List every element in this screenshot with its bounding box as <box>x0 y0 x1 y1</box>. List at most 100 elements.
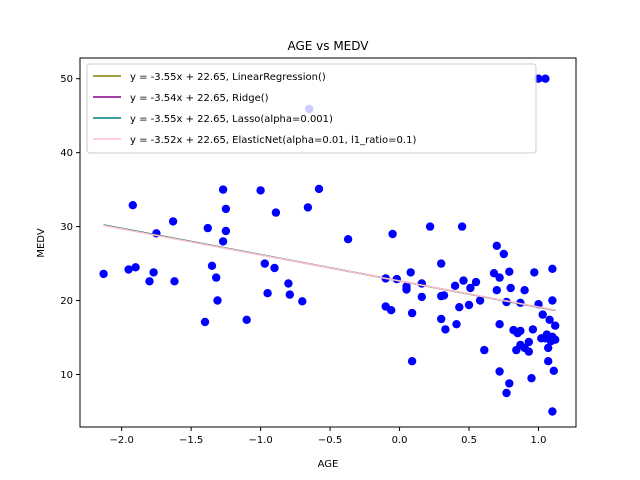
data-point-93 <box>545 315 554 324</box>
data-point-3 <box>128 201 137 210</box>
y-tick-label: 10 <box>60 370 73 381</box>
data-point-29 <box>314 184 324 194</box>
data-point-64 <box>495 273 504 282</box>
data-point-58 <box>480 345 489 355</box>
x-tick-label: −1.5 <box>179 435 203 446</box>
y-tick-label: 20 <box>60 296 73 307</box>
data-point-19 <box>256 186 265 195</box>
legend: y = -3.55x + 22.65, LinearRegression() y … <box>86 63 537 154</box>
data-point-53 <box>459 276 468 285</box>
chart-title: AGE vs MEDV <box>287 39 369 53</box>
data-point-101 <box>548 407 557 416</box>
data-point-87 <box>538 310 547 319</box>
data-point-20 <box>260 259 269 268</box>
data-point-2 <box>131 263 140 272</box>
data-point-0 <box>99 269 108 279</box>
data-point-60 <box>492 286 501 295</box>
plot-frame <box>79 57 577 428</box>
data-point-63 <box>495 320 504 329</box>
data-point-39 <box>407 308 417 318</box>
data-point-9 <box>200 317 210 327</box>
data-point-50 <box>452 320 461 329</box>
y-axis-ticks: 10 20 30 40 50 <box>60 74 80 381</box>
x-tick-label: 0.0 <box>392 435 408 446</box>
data-point-57 <box>475 296 485 305</box>
data-point-77 <box>520 286 529 295</box>
data-point-10 <box>203 223 212 233</box>
data-point-18 <box>242 315 251 324</box>
data-point-14 <box>218 237 228 246</box>
data-point-4 <box>145 277 154 286</box>
data-point-33 <box>387 306 396 315</box>
data-point-55 <box>466 283 475 293</box>
data-point-43 <box>425 222 435 231</box>
data-point-44 <box>437 259 446 268</box>
data-point-38 <box>406 268 415 277</box>
data-point-23 <box>271 208 281 217</box>
data-point-21 <box>263 289 272 298</box>
data-point-99 <box>551 321 560 330</box>
data-point-51 <box>455 303 464 312</box>
data-point-47 <box>439 291 449 300</box>
y-axis-label: MEDV <box>36 228 47 257</box>
data-point-98 <box>549 366 558 375</box>
x-tick-label: −0.5 <box>318 435 342 446</box>
data-point-12 <box>212 273 221 282</box>
data-point-48 <box>441 325 450 334</box>
data-point-30 <box>343 235 353 244</box>
y-tick-label: 40 <box>60 148 73 159</box>
x-axis-label: AGE <box>318 459 339 470</box>
x-tick-label: −1.0 <box>248 435 272 446</box>
data-point-81 <box>527 374 536 383</box>
data-point-83 <box>530 268 539 277</box>
x-tick-label: 1.0 <box>531 435 547 446</box>
data-point-15 <box>218 185 228 194</box>
data-point-17 <box>221 204 231 214</box>
data-point-62 <box>495 367 504 376</box>
data-point-92 <box>544 343 553 353</box>
data-point-49 <box>450 281 460 290</box>
scatter-points <box>99 74 560 416</box>
x-tick-label: −2.0 <box>110 435 134 446</box>
data-point-54 <box>464 300 474 310</box>
data-point-26 <box>298 297 307 306</box>
data-point-5 <box>149 268 158 277</box>
data-point-37 <box>402 282 411 291</box>
data-point-96 <box>548 264 557 273</box>
data-point-79 <box>524 347 533 356</box>
data-point-8 <box>170 277 179 286</box>
x-tick-label: 0.5 <box>461 435 477 446</box>
data-point-65 <box>499 249 508 259</box>
data-point-34 <box>388 229 397 239</box>
data-point-88 <box>541 74 550 83</box>
data-point-82 <box>528 325 538 334</box>
data-point-68 <box>505 379 514 388</box>
data-point-67 <box>502 388 511 398</box>
data-point-13 <box>213 296 222 305</box>
data-point-40 <box>407 357 417 366</box>
legend-label-3: y = -3.52x + 22.65, ElasticNet(alpha=0.0… <box>130 135 416 146</box>
data-point-1 <box>124 265 133 274</box>
data-point-16 <box>221 226 231 236</box>
data-point-7 <box>168 217 178 226</box>
data-point-100 <box>551 335 560 344</box>
data-point-97 <box>548 296 557 305</box>
legend-label-1: y = -3.54x + 22.65, Ridge() <box>130 93 269 104</box>
data-point-61 <box>492 241 501 250</box>
data-point-80 <box>524 337 533 347</box>
x-axis-ticks: −2.0 −1.5 −1.0 −0.5 0.0 0.5 1.0 <box>110 427 547 446</box>
data-point-42 <box>417 292 426 302</box>
data-point-69 <box>505 267 514 276</box>
legend-label-0: y = -3.55x + 22.65, LinearRegression() <box>130 72 326 83</box>
data-point-91 <box>544 357 553 366</box>
y-tick-label: 50 <box>60 74 73 85</box>
data-point-22 <box>270 263 279 273</box>
data-point-52 <box>457 222 467 231</box>
legend-label-2: y = -3.55x + 22.65, Lasso(alpha=0.001) <box>130 114 333 125</box>
data-point-46 <box>437 314 446 324</box>
legend-box <box>86 63 537 154</box>
data-point-56 <box>471 277 481 287</box>
data-point-24 <box>284 279 293 288</box>
data-point-25 <box>285 290 294 299</box>
